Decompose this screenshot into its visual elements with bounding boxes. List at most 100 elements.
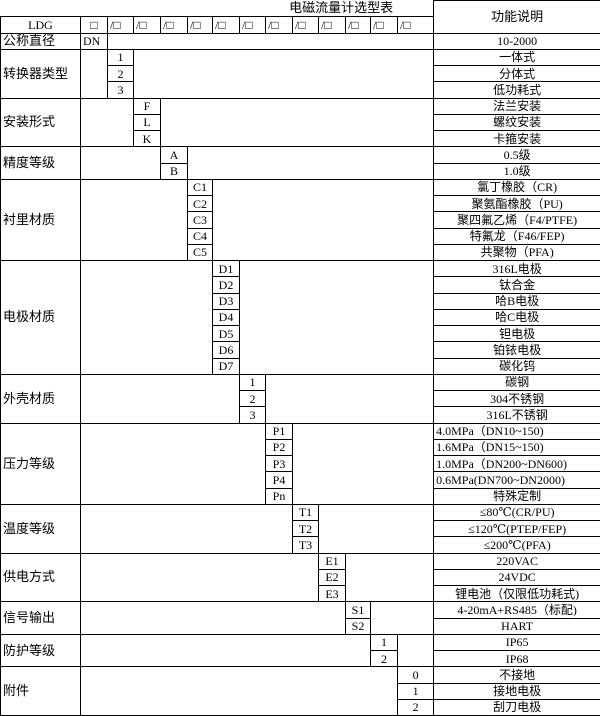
option-desc: 低功耗式 [433,81,600,99]
option-code: D4 [212,308,240,327]
option-desc: 钛合金 [433,276,600,294]
model-slot: /□ [133,16,161,34]
option-desc: 碳钢 [433,373,600,392]
option-code: 1 [107,48,134,67]
option-desc: 0.6MPa(DN700~DN2000) [433,471,600,489]
option-code: B [160,162,188,180]
option-row: 安装形式 F 法兰安装 [0,97,600,148]
option-desc: 卡箍安装 [433,129,600,148]
option-desc: 1.0MPa（DN200~DN600) [433,454,600,473]
option-code: E3 [318,584,346,603]
group-label: 安装形式 [0,97,81,148]
option-desc: 铂铱电极 [433,341,600,359]
blank-cell [238,260,435,375]
option-code: D6 [212,341,240,359]
option-code: 1 [370,633,398,652]
group-label: 衬里材质 [0,178,81,262]
option-code: C5 [187,243,213,262]
option-row: 防护等级 1 IP65 [0,633,600,668]
option-code: 3 [239,406,266,424]
blank-cell [80,373,240,424]
blank-cell [80,666,398,716]
model-slot: /□ [212,16,240,34]
option-code: D3 [212,292,240,310]
blank-cell [80,178,188,262]
dn-desc: 10-2000 [433,32,600,50]
group-label: 温度等级 [0,503,81,554]
option-row: D2 钛合金 [1,276,600,294]
option-row: 电极材质 D1 316L电极 [0,259,600,375]
option-desc: 24VDC [433,568,600,587]
option-row: 转换器类型 1 一体式 [0,48,600,99]
option-code: C4 [187,227,213,245]
option-row: 2 IP68 [1,649,600,668]
group-label: 外壳材质 [0,373,81,424]
option-desc: 钽电极 [433,324,600,343]
option-code: T2 [292,519,319,538]
option-desc: 碳化钨 [433,357,600,375]
option-row: 供电方式 E1 220VAC [0,552,600,603]
option-desc: 220VAC [433,552,600,570]
group-label: 附件 [0,666,81,716]
group-label: 信号输出 [0,601,81,635]
option-desc: 法兰安装 [433,97,600,115]
option-row: P2 1.6MPa（DN15~150) [1,438,600,457]
option-code: L [133,113,161,132]
model-slot: /□ [396,16,435,34]
option-code: 3 [107,81,134,99]
option-desc: 聚四氟乙烯（F4/PTFE) [433,211,600,229]
option-row: D5 钽电极 [1,324,600,343]
option-row: 信号输出 S1 4-20mA+RS485（标配) [0,601,600,635]
option-row: 压力等级 P1 4.0MPa（DN10~150) [0,422,600,505]
model-prefix: LDG [0,16,81,34]
option-desc: ≤80℃(CR/PU) [433,503,600,522]
option-code: C2 [187,194,213,213]
option-desc: HART [433,617,600,635]
model-slot: /□ [239,16,266,34]
option-desc: 1.6MPa（DN15~150) [433,438,600,457]
option-row: 1 接地电极 [1,682,600,700]
option-row: D3 哈B电极 [1,292,600,310]
model-slot: /□ [107,16,134,34]
model-slot: /□ [292,16,319,34]
option-row: K 卡箍安装 [1,129,600,148]
group-label: 供电方式 [0,552,81,603]
option-desc: 哈C电极 [433,308,600,327]
desc-header: 功能说明 [433,0,600,34]
blank-cell [132,48,435,99]
table-title: 电磁流量计选型表 [0,0,435,18]
blank-cell [80,503,293,554]
option-code: C3 [187,211,213,229]
option-row: 3 316L不锈钢 [1,406,600,424]
option-desc: 氯丁橡胶（CR) [433,178,600,197]
option-code: 2 [107,64,134,83]
option-code: 2 [239,389,266,408]
option-code: P4 [265,471,293,489]
option-desc: 接地电极 [433,682,600,700]
option-desc: 1.0级 [433,162,600,180]
option-desc: 锂电池（仅限低功耗式) [433,584,600,603]
blank-cell [80,97,134,148]
option-desc: IP65 [433,633,600,652]
option-desc: 不接地 [433,666,600,684]
dn-row: 公称直径 DN 10-2000 [0,32,600,50]
group-label: 精度等级 [0,146,81,180]
option-row: T3 ≤200℃(PFA) [1,536,600,554]
option-code: 2 [370,649,398,668]
blank-cell [106,32,435,50]
option-row: 温度等级 T1 ≤80℃(CR/PU) [0,503,600,554]
group-label: 电极材质 [0,260,81,375]
group-label: 防护等级 [0,633,81,668]
option-desc: 一体式 [433,48,600,67]
option-code: T1 [292,503,319,522]
blank-cell [396,633,435,668]
option-code: T3 [292,536,319,554]
blank-cell [264,373,435,424]
option-code: 1 [396,682,435,700]
option-code: S2 [345,617,371,635]
option-code: Pn [265,487,293,505]
model-slot: /□ [265,16,293,34]
blank-cell [80,633,371,668]
blank-cell [159,97,435,148]
